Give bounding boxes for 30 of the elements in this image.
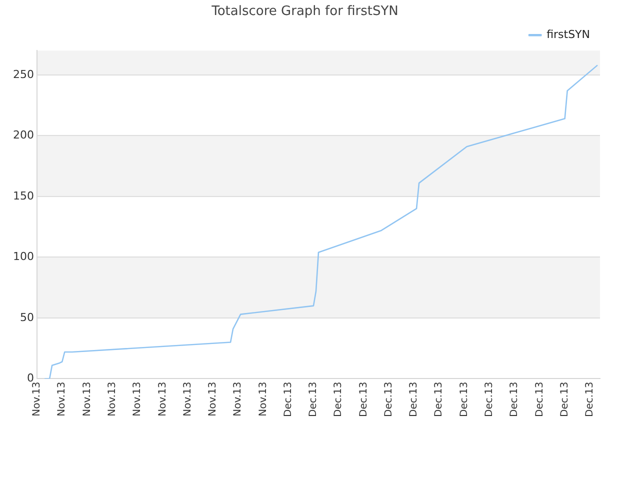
legend-label: firstSYN	[546, 28, 590, 41]
x-tick-label: Nov.13	[258, 382, 269, 416]
x-tick-label: Dec.13	[383, 382, 394, 418]
y-tick-label: 100	[12, 250, 34, 264]
x-tick-label: Dec.13	[534, 382, 546, 418]
x-tick-label: Nov.13	[182, 382, 194, 416]
y-tick-label: 200	[12, 128, 34, 142]
x-tick-label: Dec.13	[282, 382, 294, 418]
y-tick-label: 250	[12, 68, 34, 81]
x-tick-label: Nov.13	[157, 382, 168, 416]
x-tick-label: Dec.13	[584, 382, 596, 418]
x-tick-label: Dec.13	[484, 382, 496, 418]
x-tick-label: Dec.13	[434, 382, 445, 418]
y-tick-label: 50	[20, 310, 34, 324]
x-tick-label: Dec.13	[358, 382, 370, 418]
x-tick-label: Nov.13	[32, 382, 43, 416]
x-tick-label: Dec.13	[559, 382, 570, 418]
x-tick-label: Nov.13	[232, 382, 244, 416]
x-tick-label: Dec.13	[408, 382, 420, 418]
chart-title: Totalscore Graph for firstSYN	[210, 4, 398, 20]
x-tick-label: Dec.13	[333, 382, 344, 418]
x-tick-label: Nov.13	[132, 382, 144, 416]
x-tick-label: Nov.13	[106, 382, 118, 416]
x-tick-label: Dec.13	[308, 382, 320, 418]
x-tick-label: Dec.13	[458, 382, 470, 418]
x-tick-label: Nov.13	[82, 382, 93, 416]
x-tick-label: Dec.13	[509, 382, 520, 418]
x-tick-label: Nov.13	[56, 382, 68, 416]
y-tick-label: 150	[12, 189, 34, 202]
x-tick-label: Nov.13	[208, 382, 219, 416]
